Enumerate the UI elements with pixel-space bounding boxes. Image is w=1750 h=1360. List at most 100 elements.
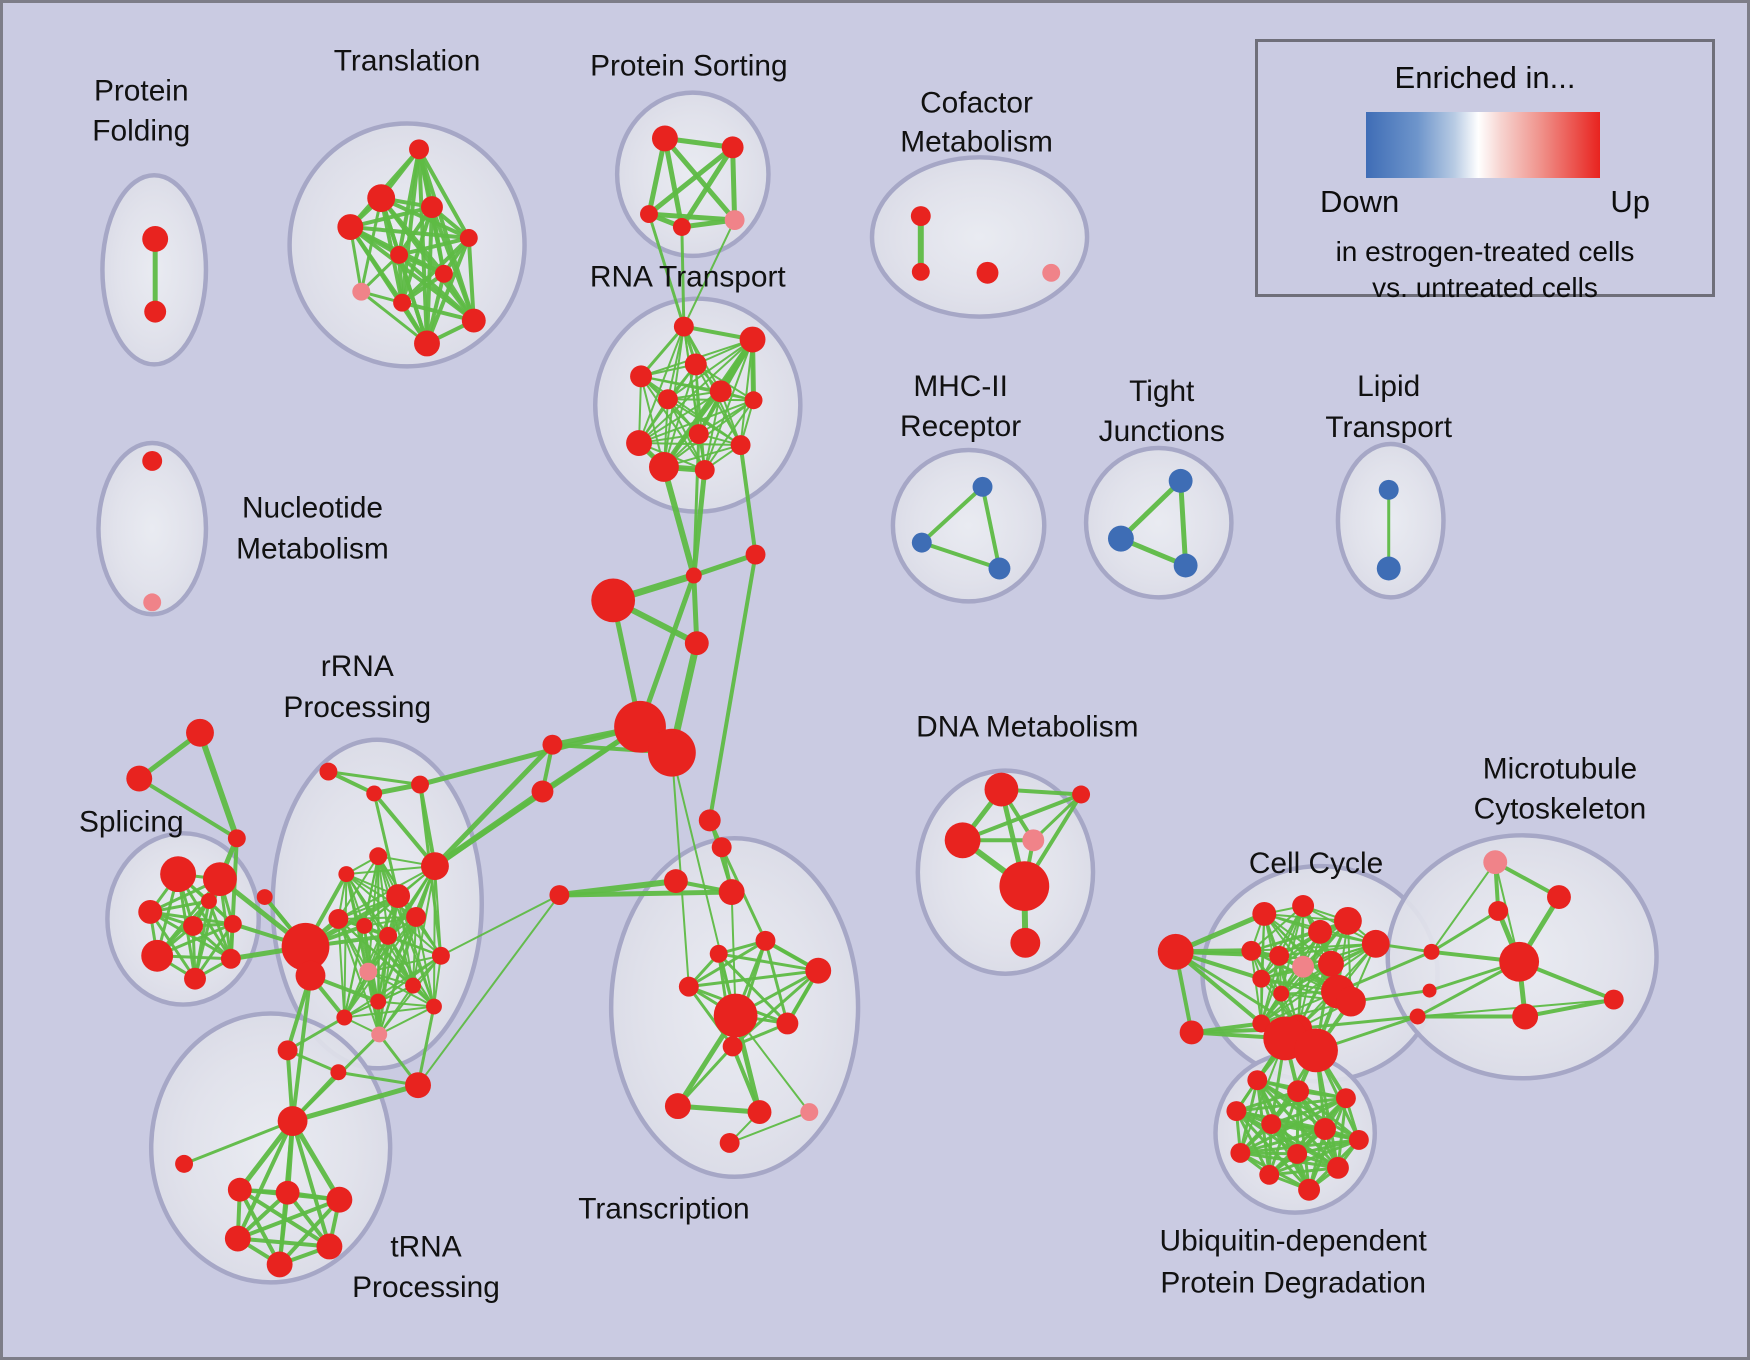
edge xyxy=(691,552,759,578)
node-108 xyxy=(1157,933,1194,970)
legend-caption-line1: in estrogen-treated cells xyxy=(1335,236,1635,267)
node-25 xyxy=(630,365,652,388)
node-41 xyxy=(531,780,554,803)
node-47 xyxy=(202,862,237,897)
node-90 xyxy=(718,879,745,906)
legend-up-label: Up xyxy=(1610,184,1650,219)
edge xyxy=(682,219,736,328)
cluster-labels: Protein Folding Translation Protein Sorting… xyxy=(79,45,1646,1305)
edge xyxy=(1296,1015,1420,1030)
node-15 xyxy=(640,205,658,224)
node-4 xyxy=(421,196,443,219)
cluster-label-ubiquitin-degradation: Ubiquitin-dependent xyxy=(1160,1224,1428,1257)
edge xyxy=(1118,478,1184,542)
node-26 xyxy=(657,389,678,410)
node-62 xyxy=(386,884,411,908)
node-118 xyxy=(1318,950,1344,977)
node-152 xyxy=(1107,525,1134,552)
edge xyxy=(666,338,754,401)
edge xyxy=(661,337,756,470)
node-98 xyxy=(664,1093,691,1120)
node-6 xyxy=(459,228,478,247)
node-33 xyxy=(694,459,715,480)
node-11 xyxy=(461,308,486,333)
node-70 xyxy=(431,946,450,965)
node-20 xyxy=(976,261,999,284)
legend-endpoint-labels: Down Up xyxy=(1320,184,1650,220)
edge xyxy=(1173,949,1264,1026)
node-75 xyxy=(371,1026,388,1043)
node-77 xyxy=(330,1064,347,1081)
edge xyxy=(1430,909,1500,954)
cluster-label-tight-junctions: Tight xyxy=(1129,375,1195,408)
edge xyxy=(637,572,697,730)
node-126 xyxy=(1294,1028,1338,1073)
node-79 xyxy=(277,1106,308,1136)
edge xyxy=(670,751,690,988)
node-151 xyxy=(1168,468,1193,493)
node-28 xyxy=(744,391,763,410)
node-64 xyxy=(328,908,349,929)
edge xyxy=(692,432,701,577)
node-149 xyxy=(911,532,932,553)
node-76 xyxy=(277,1040,298,1061)
node-115 xyxy=(1241,940,1262,961)
edge xyxy=(348,225,471,240)
node-80 xyxy=(175,1154,194,1173)
edge xyxy=(640,375,755,402)
node-29 xyxy=(688,424,709,445)
node-66 xyxy=(379,926,398,945)
node-43 xyxy=(186,718,214,747)
cluster-label-ubiquitin-degradation: Protein Degradation xyxy=(1160,1266,1426,1299)
node-14 xyxy=(721,136,744,159)
edge xyxy=(367,970,435,1008)
node-107 xyxy=(1010,927,1041,958)
node-105 xyxy=(1022,829,1045,852)
cluster-ellipse-cofactor-metabolism xyxy=(869,155,1090,319)
edge xyxy=(556,889,735,898)
edge xyxy=(387,934,442,957)
node-65 xyxy=(356,917,373,934)
node-153 xyxy=(1173,553,1198,578)
node-50 xyxy=(223,914,242,933)
edge xyxy=(277,1197,342,1267)
node-23 xyxy=(739,326,766,353)
edge xyxy=(193,922,235,981)
node-145 xyxy=(1326,1156,1349,1179)
node-32 xyxy=(649,452,679,482)
node-114 xyxy=(1361,929,1390,958)
edge xyxy=(1031,792,1083,842)
edge xyxy=(466,235,476,323)
edge xyxy=(717,952,789,1025)
node-100 xyxy=(800,1103,819,1122)
edge xyxy=(919,540,1002,571)
node-18 xyxy=(910,206,931,227)
cluster-label-mhc-ii-receptor: MHC-II xyxy=(913,370,1008,403)
node-101 xyxy=(719,1132,740,1153)
node-144 xyxy=(1287,1143,1308,1164)
edge xyxy=(207,899,233,961)
cluster-ellipse-mhc-ii-receptor xyxy=(890,447,1047,604)
edge xyxy=(682,325,706,471)
node-40 xyxy=(542,734,563,755)
edge xyxy=(1250,949,1263,1025)
node-109 xyxy=(1179,1020,1204,1045)
edge xyxy=(638,325,685,445)
node-68 xyxy=(295,960,326,991)
edge xyxy=(1278,942,1377,957)
node-19 xyxy=(911,262,930,281)
node-96 xyxy=(776,1012,799,1035)
edge xyxy=(377,1000,435,1008)
node-52 xyxy=(141,939,174,972)
edge xyxy=(378,915,418,1036)
edge xyxy=(290,1118,342,1203)
edge xyxy=(337,917,381,1036)
edge xyxy=(337,865,436,920)
node-150 xyxy=(988,557,1011,580)
legend-gradient-bar xyxy=(1366,112,1600,178)
edge xyxy=(638,442,742,447)
edge xyxy=(387,934,435,1008)
edge xyxy=(960,792,1084,843)
cluster-label-cofactor-metabolism: Metabolism xyxy=(900,125,1053,158)
edge xyxy=(326,770,422,787)
